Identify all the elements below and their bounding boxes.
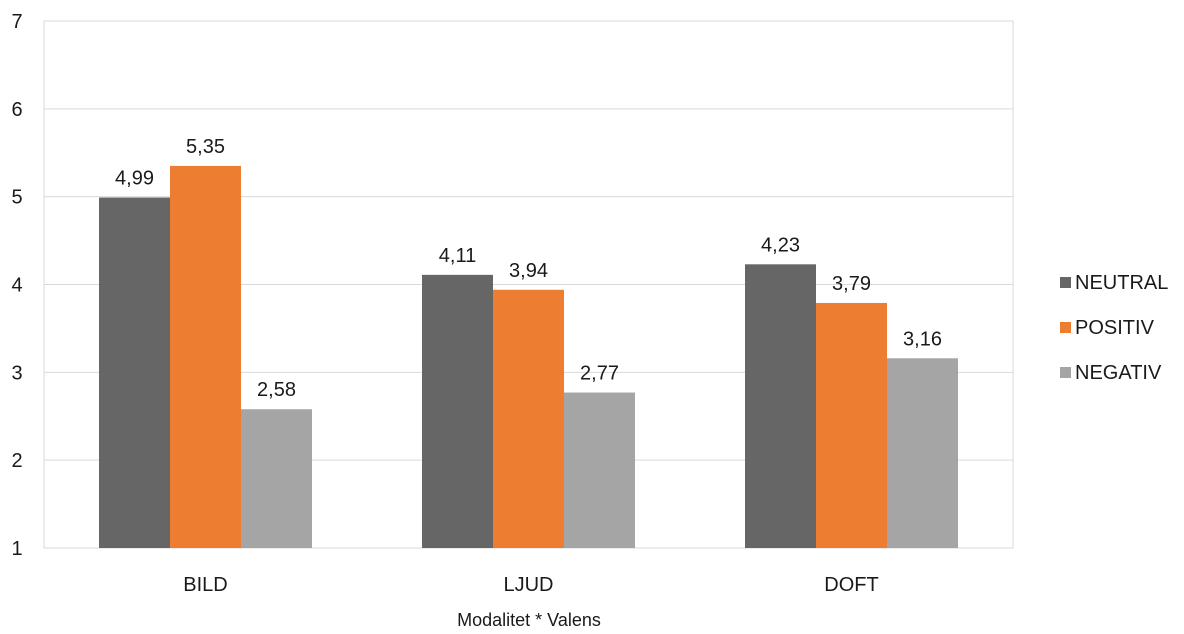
data-label: 5,35 xyxy=(186,136,225,158)
bar-neutral-bild xyxy=(99,197,170,549)
y-tick-label: 6 xyxy=(11,99,22,121)
data-label: 3,16 xyxy=(903,328,942,350)
y-tick-label: 2 xyxy=(11,450,22,472)
data-labels: 4,99 5,35 2,58 4,11 3,94 2,77 4,23 3,79 3,16 xyxy=(115,136,942,401)
y-tick-label: 4 xyxy=(11,275,22,297)
bar-positiv-ljud xyxy=(493,289,564,548)
x-tick-label: BILD xyxy=(183,574,227,596)
data-label: 2,77 xyxy=(580,363,619,385)
data-label: 4,11 xyxy=(439,245,476,267)
legend-label-neutral: NEUTRAL xyxy=(1075,272,1168,294)
x-axis-title: Modalitet * Valens xyxy=(457,610,601,630)
y-tick-label: 7 xyxy=(11,11,22,33)
legend-label-positiv: POSITIV xyxy=(1075,317,1155,339)
legend-label-negativ: NEGATIV xyxy=(1075,362,1162,384)
x-tick-label: LJUD xyxy=(503,574,553,596)
bar-neutral-doft xyxy=(745,264,816,548)
legend-swatch-positiv xyxy=(1060,322,1071,333)
y-tick-label: 1 xyxy=(11,538,22,560)
bars xyxy=(99,165,958,549)
data-label: 3,94 xyxy=(509,260,548,282)
bar-neutral-ljud xyxy=(422,274,493,548)
y-tick-label: 5 xyxy=(11,187,22,209)
bar-negativ-bild xyxy=(241,409,312,548)
bar-positiv-bild xyxy=(170,165,241,549)
data-label: 4,99 xyxy=(115,168,154,190)
data-label: 2,58 xyxy=(257,379,296,401)
bar-negativ-ljud xyxy=(564,392,635,548)
legend-swatch-neutral xyxy=(1060,277,1071,288)
y-tick-label: 3 xyxy=(11,362,22,384)
legend: NEUTRAL POSITIV NEGATIV xyxy=(1060,272,1168,384)
y-axis: 1 2 3 4 5 6 7 xyxy=(11,11,22,560)
x-tick-label: DOFT xyxy=(824,574,878,596)
bar-positiv-doft xyxy=(816,302,887,548)
data-label: 3,79 xyxy=(832,273,871,295)
data-label: 4,23 xyxy=(761,234,800,256)
bar-negativ-doft xyxy=(887,358,958,548)
legend-swatch-negativ xyxy=(1060,367,1071,378)
x-axis: BILD LJUD DOFT xyxy=(183,574,878,596)
